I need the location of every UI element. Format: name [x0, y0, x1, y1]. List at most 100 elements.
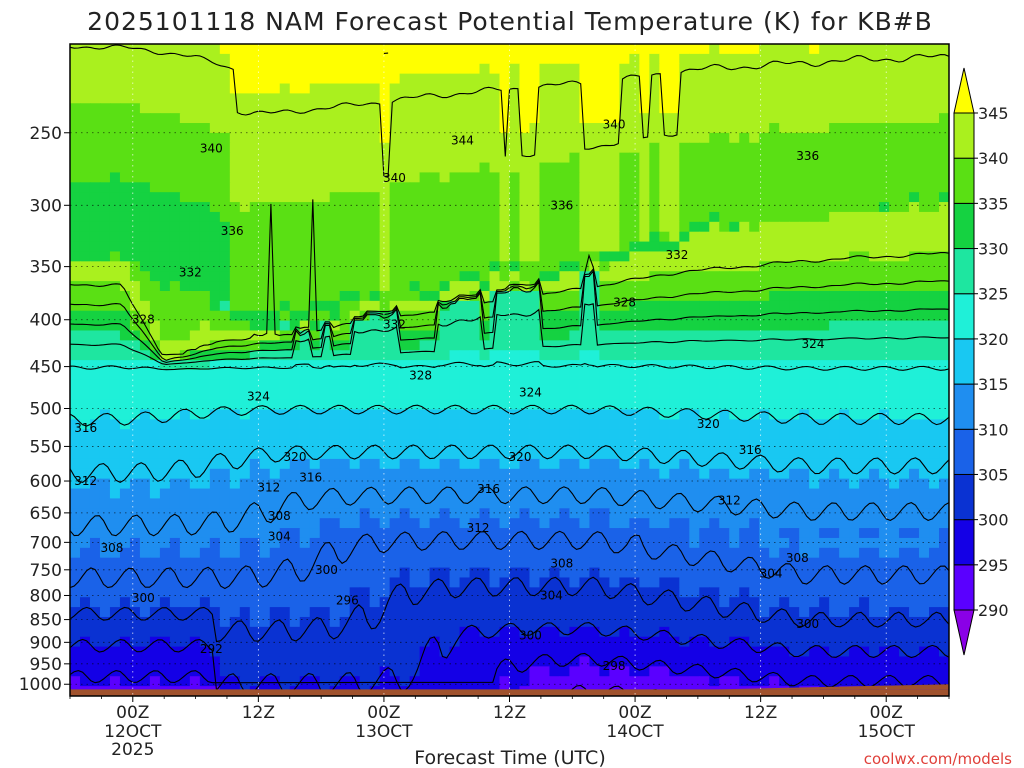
heat-cell — [709, 468, 720, 480]
heat-cell — [589, 399, 600, 411]
heat-cell — [89, 93, 101, 104]
heat-cell — [439, 409, 451, 420]
heat-cell — [89, 547, 101, 559]
heat-cell — [669, 508, 680, 519]
heat-cell — [349, 537, 361, 549]
heat-cell — [789, 182, 800, 193]
heat-cell — [399, 429, 411, 440]
heat-cell — [139, 93, 151, 104]
heat-cell — [289, 63, 301, 75]
heat-cell — [99, 63, 111, 75]
heat-cell — [449, 458, 461, 470]
heat-cell — [919, 468, 930, 480]
heat-cell — [179, 577, 191, 588]
heat-cell — [709, 399, 720, 411]
heat-cell — [909, 290, 920, 302]
heat-cell — [559, 73, 571, 85]
heat-cell — [829, 182, 840, 193]
heat-cell — [329, 409, 341, 420]
heat-cell — [179, 340, 191, 351]
heat-cell — [889, 557, 900, 569]
heat-cell — [709, 123, 720, 134]
heat-cell — [779, 53, 790, 65]
heat-cell — [609, 567, 620, 579]
heat-cell — [799, 162, 810, 174]
plot-area: 3403363323283163123083002923243203163123… — [70, 44, 949, 696]
heat-cell — [179, 360, 191, 371]
heat-cell — [479, 192, 491, 203]
heat-cell — [939, 547, 949, 559]
heat-cell — [139, 547, 151, 559]
heat-cell — [689, 221, 700, 233]
heat-cell — [839, 429, 850, 440]
heat-cell — [279, 439, 291, 450]
heat-cell — [639, 458, 650, 470]
heat-cell — [779, 192, 790, 203]
heat-cell — [649, 103, 660, 114]
heat-cell — [609, 83, 620, 94]
heat-cell — [179, 350, 191, 361]
heat-cell — [459, 290, 471, 302]
heat-cell — [499, 103, 511, 114]
heat-cell — [749, 518, 760, 529]
heat-cell — [739, 103, 750, 114]
heat-cell — [189, 172, 201, 183]
heat-cell — [89, 221, 101, 233]
heat-cell — [299, 73, 311, 85]
heat-cell — [479, 419, 491, 430]
heat-cell — [219, 281, 231, 292]
heat-cell — [359, 221, 371, 233]
heat-cell — [319, 182, 331, 193]
heat-cell — [189, 340, 201, 351]
heat-cell — [79, 419, 91, 430]
heat-cell — [749, 360, 760, 371]
heat-cell — [149, 439, 161, 450]
heat-cell — [349, 152, 361, 164]
heat-cell — [509, 577, 521, 588]
heat-cell — [689, 587, 700, 598]
heat-cell — [339, 290, 351, 302]
heat-cell — [699, 221, 710, 233]
heat-cell — [169, 330, 181, 341]
heat-cell — [439, 182, 451, 193]
heat-cell — [589, 202, 600, 213]
heat-cell — [739, 192, 750, 203]
heat-cell — [909, 73, 920, 85]
heat-cell — [129, 340, 141, 351]
heat-cell — [569, 409, 581, 420]
heat-cell — [329, 44, 341, 55]
heat-cell — [459, 399, 471, 411]
heat-cell — [839, 162, 850, 174]
heat-cell — [249, 211, 261, 223]
heat-cell — [499, 44, 511, 55]
heat-cell — [239, 182, 251, 193]
heat-cell — [919, 300, 930, 312]
heat-cell — [299, 182, 311, 193]
heat-cell — [539, 528, 551, 539]
heat-cell — [479, 340, 491, 351]
heat-cell — [429, 251, 441, 262]
heat-cell — [759, 449, 770, 460]
heat-cell — [79, 557, 91, 569]
heat-cell — [679, 231, 690, 243]
heat-cell — [189, 547, 201, 559]
heat-cell — [179, 547, 191, 559]
heat-cell — [119, 44, 131, 55]
heat-cell — [889, 320, 900, 332]
heat-cell — [259, 360, 271, 371]
heat-cell — [70, 310, 81, 322]
heat-cell — [249, 290, 261, 302]
heat-cell — [599, 113, 610, 124]
heat-cell — [279, 449, 291, 460]
heat-cell — [779, 389, 790, 401]
heat-cell — [769, 360, 780, 371]
heat-cell — [349, 320, 361, 332]
heat-cell — [479, 142, 491, 154]
heat-cell — [559, 567, 571, 579]
heat-cell — [849, 281, 860, 292]
heat-cell — [929, 123, 940, 134]
heat-cell — [399, 44, 411, 55]
heat-cell — [349, 478, 361, 490]
heat-cell — [369, 53, 381, 65]
heat-cell — [70, 44, 81, 55]
